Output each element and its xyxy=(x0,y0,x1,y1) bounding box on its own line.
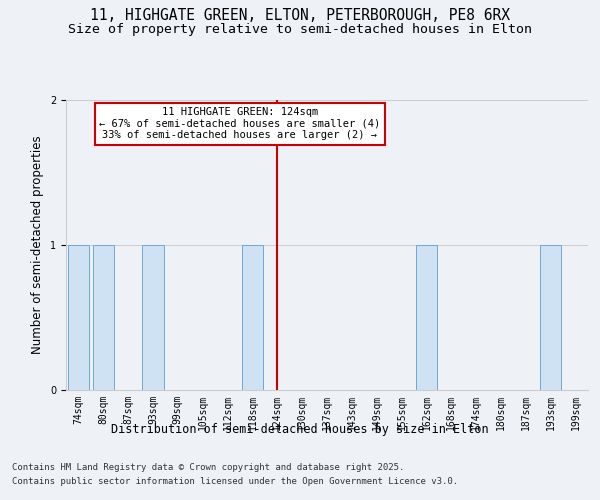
Bar xyxy=(416,245,437,390)
Text: Contains HM Land Registry data © Crown copyright and database right 2025.: Contains HM Land Registry data © Crown c… xyxy=(12,462,404,471)
Text: Size of property relative to semi-detached houses in Elton: Size of property relative to semi-detach… xyxy=(68,22,532,36)
Text: 11 HIGHGATE GREEN: 124sqm
← 67% of semi-detached houses are smaller (4)
33% of s: 11 HIGHGATE GREEN: 124sqm ← 67% of semi-… xyxy=(100,108,380,140)
Bar xyxy=(93,245,114,390)
Text: 11, HIGHGATE GREEN, ELTON, PETERBOROUGH, PE8 6RX: 11, HIGHGATE GREEN, ELTON, PETERBOROUGH,… xyxy=(90,8,510,22)
Bar xyxy=(142,245,164,390)
Bar xyxy=(242,245,263,390)
Text: Contains public sector information licensed under the Open Government Licence v3: Contains public sector information licen… xyxy=(12,478,458,486)
Text: Distribution of semi-detached houses by size in Elton: Distribution of semi-detached houses by … xyxy=(111,422,489,436)
Y-axis label: Number of semi-detached properties: Number of semi-detached properties xyxy=(31,136,44,354)
Bar xyxy=(540,245,561,390)
Bar xyxy=(68,245,89,390)
